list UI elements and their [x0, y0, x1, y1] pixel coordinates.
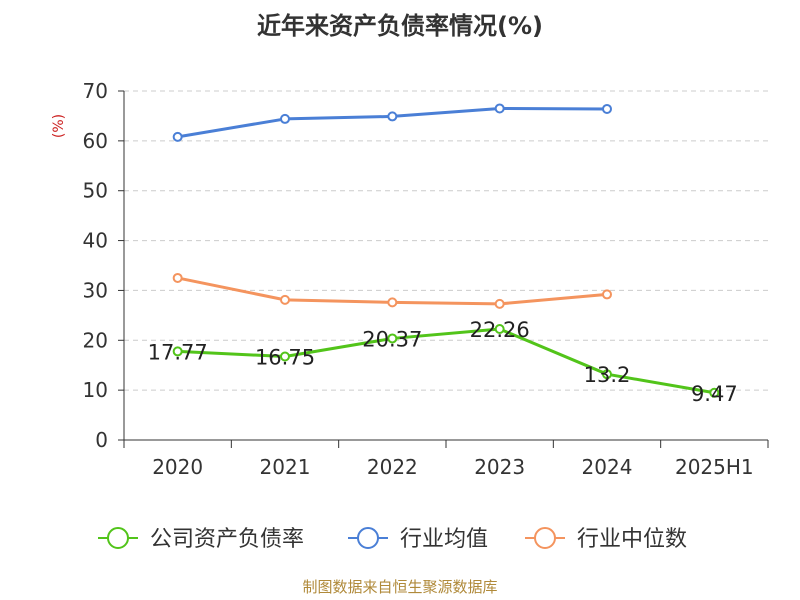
data-label: 22.26	[470, 318, 530, 342]
legend-label: 行业中位数	[577, 527, 687, 552]
x-tick-label: 2022	[367, 455, 418, 479]
series-line	[177, 327, 715, 395]
x-tick-label: 2021	[260, 455, 311, 479]
legend-marker	[534, 527, 556, 549]
data-point	[709, 387, 720, 398]
data-point	[172, 346, 183, 357]
data-label: 17.77	[148, 340, 208, 364]
legend-marker	[357, 527, 379, 549]
y-axis-label: (%)	[51, 114, 67, 138]
data-point	[172, 272, 183, 283]
source-footer: 制图数据来自恒生聚源数据库	[302, 578, 498, 596]
data-label: 20.37	[362, 327, 422, 351]
y-tick-label: 40	[83, 229, 108, 253]
data-point	[494, 298, 505, 309]
data-point	[602, 289, 612, 300]
y-tick-label: 60	[83, 129, 108, 153]
x-tick-label: 2024	[582, 455, 633, 479]
y-tick-label: 20	[83, 328, 108, 352]
data-label: 9.47	[691, 382, 738, 406]
y-tick-label: 30	[83, 278, 108, 302]
data-point	[172, 131, 183, 142]
chart-title: 近年来资产负债率情况(%)	[257, 12, 543, 40]
x-tick-label: 2023	[474, 455, 525, 479]
y-tick-label: 10	[83, 378, 108, 402]
y-tick-label: 70	[83, 79, 108, 103]
data-point	[602, 369, 612, 380]
x-tick-label: 2020	[152, 455, 203, 479]
data-point	[602, 103, 612, 114]
legend-marker	[107, 527, 129, 549]
data-point	[280, 351, 290, 362]
data-point	[494, 324, 505, 335]
data-point	[387, 333, 398, 344]
data-label: 16.75	[255, 345, 315, 369]
legend-label: 公司资产负债率	[150, 527, 304, 552]
legend-label: 行业均值	[400, 527, 488, 552]
y-tick-label: 0	[95, 428, 108, 452]
data-label: 13.2	[584, 363, 631, 387]
data-point	[387, 111, 398, 122]
data-point	[280, 113, 290, 124]
data-point	[494, 103, 505, 114]
data-point	[387, 297, 398, 308]
y-tick-label: 50	[83, 179, 108, 203]
data-point	[280, 294, 290, 305]
x-tick-label: 2025H1	[675, 455, 754, 479]
